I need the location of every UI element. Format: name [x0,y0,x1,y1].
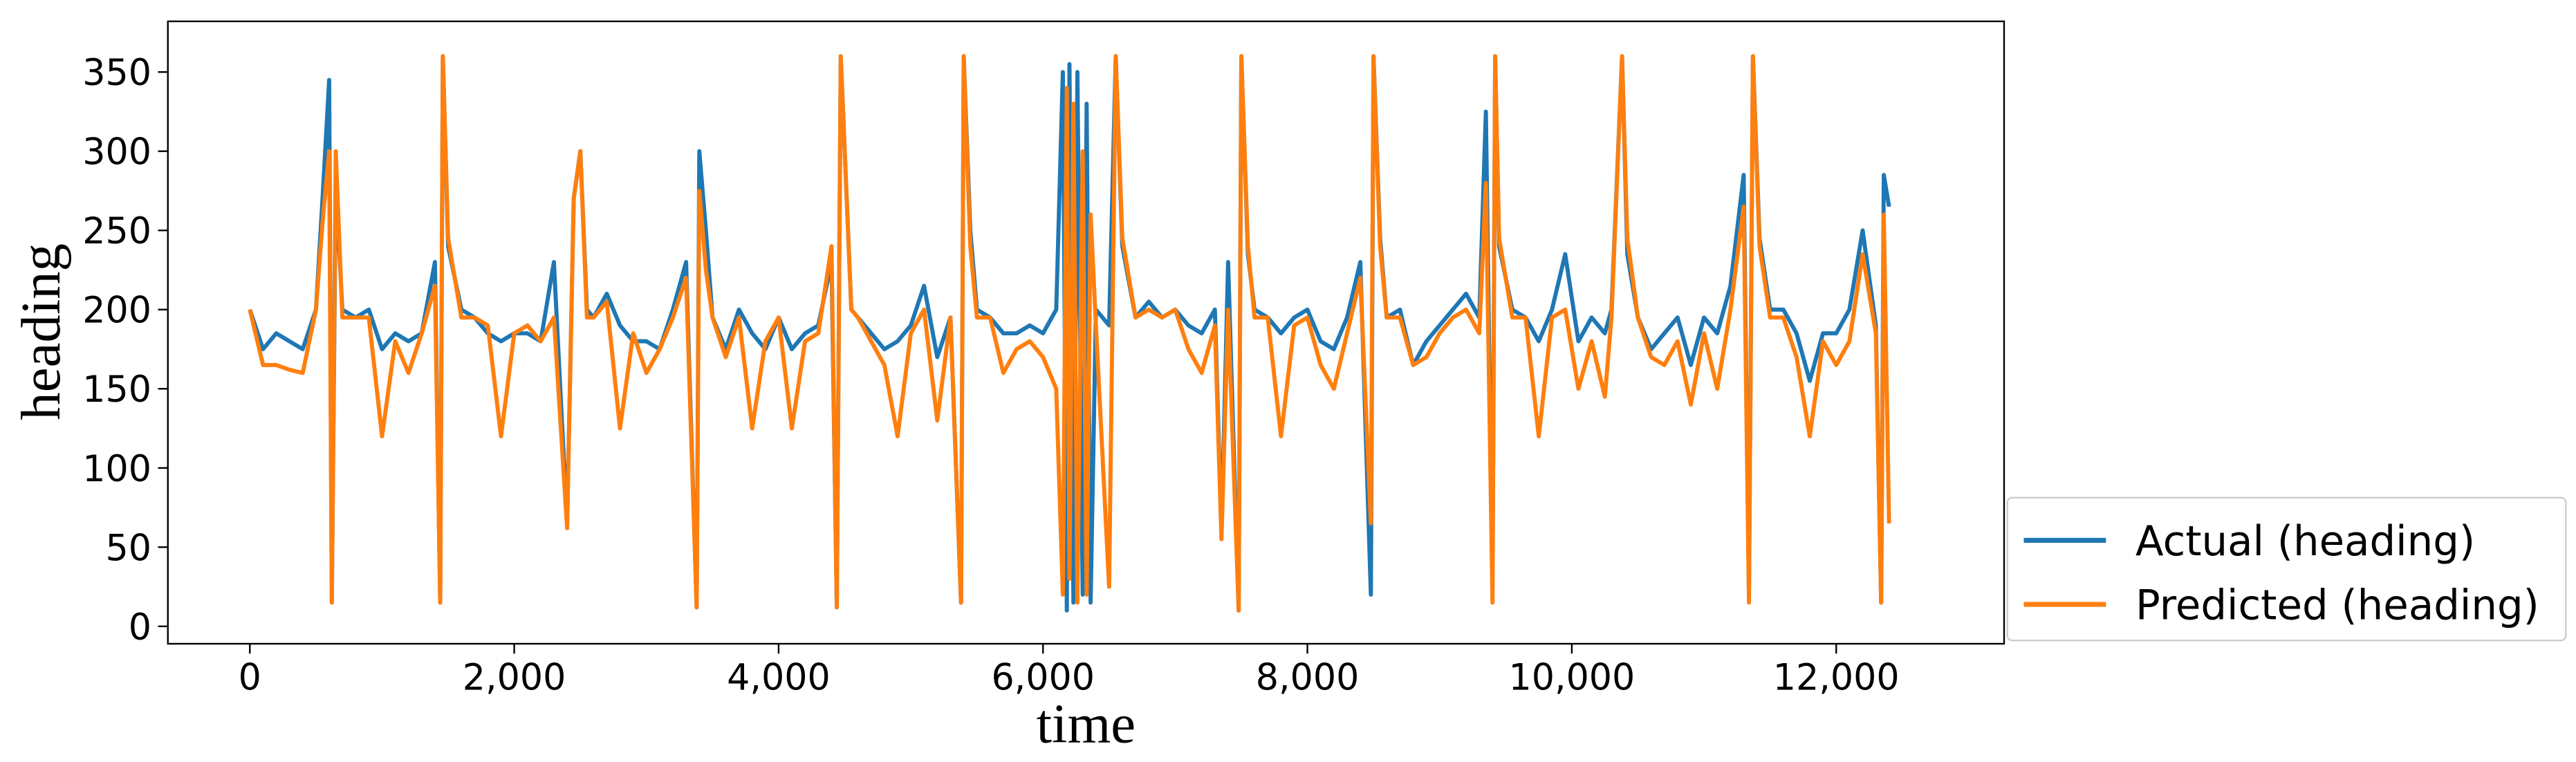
x-axis-label: time [1037,694,1136,755]
plot-area [248,54,1891,613]
x-tick-label: 12,000 [1773,658,1900,699]
x-tick-label: 0 [239,658,261,699]
x-tick-label: 10,000 [1508,658,1635,699]
legend-label: Predicted (heading) [2135,582,2539,629]
y-tick-label: 100 [82,449,151,490]
y-tick-label: 150 [82,369,151,411]
x-tick-label: 4,000 [727,658,831,699]
x-tick-label: 6,000 [991,658,1095,699]
legend-label: Actual (heading) [2135,518,2475,566]
y-tick-label: 50 [106,528,152,569]
x-tick-label: 2,000 [463,658,566,699]
y-tick-label: 200 [82,290,151,332]
legend: Actual (heading) Predicted (heading) [2006,496,2567,642]
y-tick-label: 250 [82,211,151,252]
series-line [248,54,1891,613]
y-tick-label: 300 [82,132,151,174]
legend-box [2006,496,2567,642]
y-tick-label: 0 [129,607,151,649]
plot-frame [167,20,2005,645]
x-tick-label: 8,000 [1256,658,1360,699]
y-tick-label: 350 [82,53,151,94]
y-axis-label: heading [10,243,72,420]
